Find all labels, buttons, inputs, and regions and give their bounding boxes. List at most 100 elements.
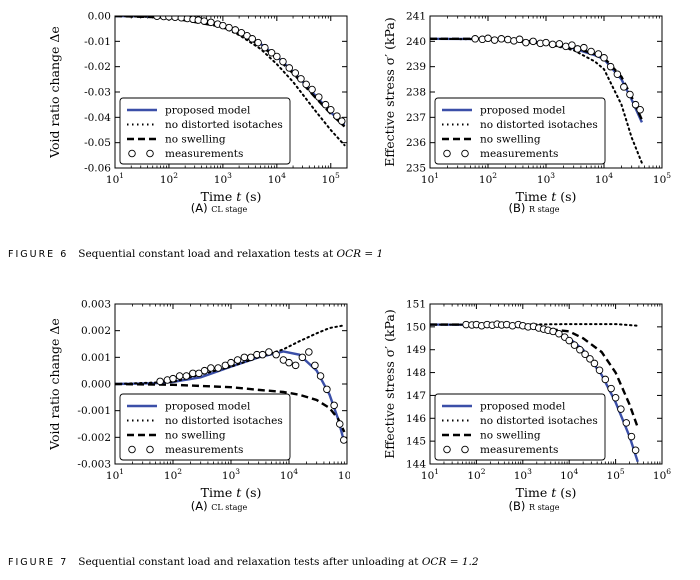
x-tick-label: 104: [560, 467, 578, 482]
measurement-point: [336, 420, 344, 428]
x-tick-label: 104: [595, 171, 613, 186]
measurement-point: [601, 375, 610, 384]
measurement-point: [333, 112, 341, 120]
y-tick-label: 0.000: [81, 379, 111, 391]
legend-marker: [146, 445, 154, 454]
measurement-point: [555, 329, 563, 338]
measurement-point: [315, 93, 323, 101]
measurement-point: [529, 37, 537, 46]
chart-fig7b: 101 102 103 104 105 106 151 150 149 148 147 146 145 1…: [382, 299, 671, 514]
x-tick-label: 105: [338, 467, 350, 482]
measurement-point: [522, 38, 530, 47]
y-tick-label: 149: [406, 344, 426, 356]
measurement-point: [285, 358, 293, 367]
x-tick-label: 103: [214, 171, 232, 186]
measurement-point: [626, 90, 634, 99]
measurement-point: [611, 393, 620, 402]
x-tick-label: 105: [607, 467, 625, 482]
measurement-point: [297, 75, 305, 83]
chart-fig7a: 101 102 103 104 105 0.003 0.002 0.001 0.000 -0.00…: [47, 299, 350, 514]
legend-label: no distorted isotaches: [480, 415, 598, 427]
measurement-point: [581, 350, 589, 359]
measurement-point: [321, 100, 330, 109]
legend-marker: [128, 445, 136, 454]
y-tick-label: 144: [406, 459, 426, 471]
figure-6-text: Sequential constant load and relaxation …: [78, 248, 337, 260]
measurement-point: [247, 353, 255, 362]
legend-label: proposed model: [165, 105, 251, 117]
measurement-point: [258, 350, 267, 359]
x-tick-label: 104: [280, 467, 298, 482]
x-tick-label: 101: [106, 171, 124, 186]
measurement-point: [311, 361, 319, 370]
y-axis-label: Effective stress σ′ (kPa): [382, 17, 397, 166]
legend-label: proposed model: [165, 401, 251, 413]
measurement-point: [261, 43, 269, 52]
y-tick-label: -0.03: [84, 87, 111, 99]
measurement-point: [308, 85, 316, 94]
measurement-point: [627, 432, 636, 441]
y-tick-label: 147: [406, 390, 426, 402]
measurement-point: [562, 42, 570, 51]
panel-caption: (A) CL stage: [191, 499, 248, 513]
measurement-point: [305, 348, 313, 356]
x-tick-label: 105: [322, 171, 340, 186]
measurement-point: [237, 28, 246, 37]
figure-7-caption: FIGURE 7 Sequential constant load and rel…: [8, 556, 479, 568]
legend-marker: [146, 149, 154, 158]
chart-fig6b: 101 102 103 104 105 241 240 239 238 237 236 235 prop…: [382, 11, 671, 216]
measurement-point: [156, 377, 164, 386]
panel-caption: (B) R stage: [508, 499, 559, 513]
y-axis-label: Effective stress σ′ (kPa): [382, 309, 397, 458]
measurement-point: [231, 26, 240, 34]
measurement-point: [291, 69, 300, 77]
legend-label: no swelling: [480, 134, 541, 146]
legend: proposed model no distorted isotaches no s…: [119, 97, 291, 165]
measurement-point: [570, 341, 579, 349]
legend-box: [434, 393, 606, 461]
measurement-point: [542, 38, 550, 47]
measurement-point: [171, 16, 179, 22]
x-tick-label: 106: [653, 467, 671, 482]
measurement-point: [565, 336, 573, 345]
y-tick-label: -0.002: [77, 432, 111, 444]
measurement-point: [291, 361, 300, 370]
y-axis-label: Void ratio change Δe: [47, 26, 62, 159]
y-tick-label: 241: [406, 11, 426, 23]
series-line-dotted: [430, 323, 639, 327]
legend-label: measurements: [165, 444, 243, 456]
x-axis-label: Time t (s): [516, 485, 577, 500]
plot-frame: [429, 15, 663, 169]
measurement-point: [620, 83, 628, 91]
plot-frame: [429, 303, 663, 465]
measurement-point: [323, 385, 331, 394]
measurement-point: [573, 45, 582, 53]
measurement-point: [636, 105, 644, 114]
measurement-point: [594, 50, 603, 58]
measurement-point: [279, 57, 287, 66]
legend-label: measurements: [480, 148, 558, 160]
legend-marker: [443, 149, 451, 158]
x-tick-label: 103: [537, 171, 555, 186]
figure-7-number: FIGURE 7: [8, 557, 69, 568]
y-tick-label: -0.06: [84, 163, 111, 175]
measurement-point: [555, 40, 564, 48]
measurement-point: [568, 41, 576, 49]
legend-label: measurements: [480, 444, 558, 456]
y-tick-label: 0.00: [88, 11, 111, 23]
y-tick-label: -0.003: [77, 459, 111, 471]
chart-fig6a: 101 102 103 104 105 0.00 -0.01 -0.02 -0.03 -0.04 -…: [47, 11, 348, 215]
x-axis-label: Time t (s): [516, 189, 577, 204]
legend-box: [434, 97, 606, 165]
measurement-point: [586, 355, 594, 363]
figure-6-ocr: OCR = 1: [336, 248, 384, 260]
x-tick-label: 105: [653, 171, 671, 186]
x-tick-label: 103: [222, 467, 240, 482]
y-tick-label: 236: [406, 137, 426, 149]
legend-label: no swelling: [165, 430, 226, 442]
measurement-point: [273, 52, 281, 61]
measurement-point: [504, 35, 512, 44]
measurement-point: [254, 38, 262, 47]
series-measurements: [156, 348, 347, 444]
measurement-point: [327, 105, 335, 114]
